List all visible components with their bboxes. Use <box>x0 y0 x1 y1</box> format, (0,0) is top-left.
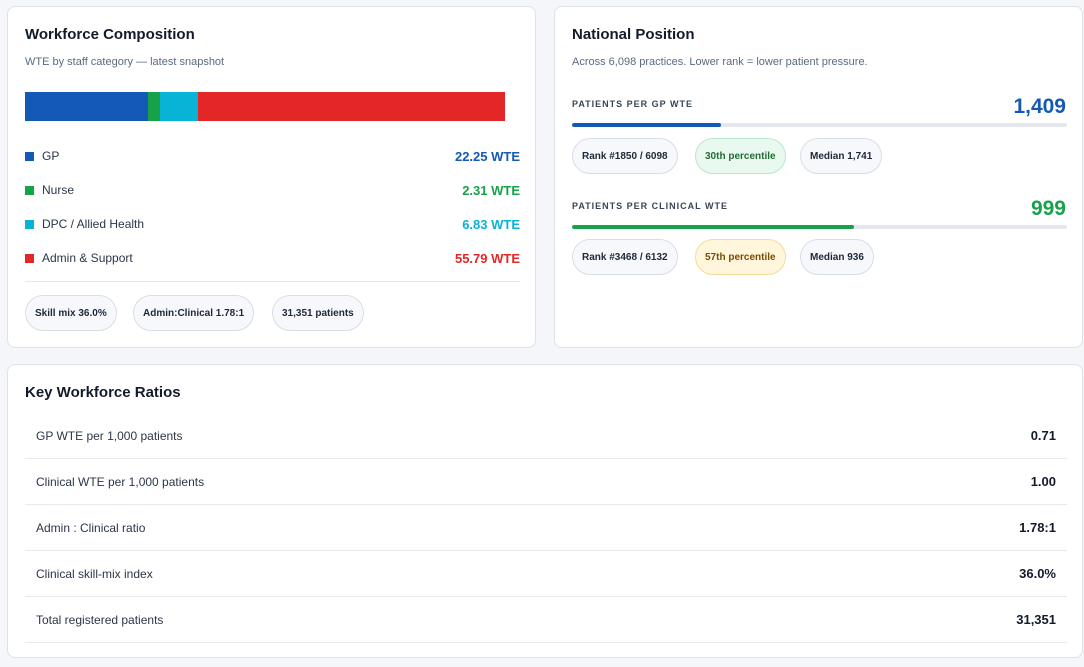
legend-value: 2.31 WTE <box>462 182 520 198</box>
median-chip: Median 1,741 <box>800 138 883 174</box>
ratio-label: Clinical WTE per 1,000 patients <box>36 474 205 489</box>
ratios-table: GP WTE per 1,000 patients 0.71 Clinical … <box>25 413 1067 643</box>
card-subtitle: WTE by staff category — latest snapshot <box>25 56 225 68</box>
ratio-value: 36.0% <box>1019 566 1056 581</box>
legend-row-nurse: Nurse 2.31 WTE <box>25 173 520 207</box>
metric-label-patients-per-gp: PATIENTS PER GP WTE <box>572 99 694 109</box>
ratio-label: Admin : Clinical ratio <box>36 520 146 535</box>
table-row: GP WTE per 1,000 patients 0.71 <box>25 413 1067 459</box>
legend-row-dpc-allied: DPC / Allied Health 6.83 WTE <box>25 207 520 241</box>
progress-track <box>572 123 1067 127</box>
ratio-label: Total registered patients <box>36 612 164 627</box>
card-subtitle: Across 6,098 practices. Lower rank = low… <box>572 56 868 68</box>
ratio-label: GP WTE per 1,000 patients <box>36 428 183 443</box>
median-chip: Median 936 <box>800 239 874 275</box>
legend-swatch <box>25 185 34 195</box>
patients-chip: 31,351 patients <box>272 295 364 331</box>
national-position-card: National Position Across 6,098 practices… <box>554 6 1083 348</box>
legend-value: 55.79 WTE <box>454 250 520 266</box>
bar-segment-dpc-allied <box>160 92 198 121</box>
metric-value-patients-per-clinical: 999 <box>1030 197 1066 220</box>
ratio-value: 1.78:1 <box>1019 520 1056 535</box>
metric-label-patients-per-clinical: PATIENTS PER CLINICAL WTE <box>572 201 729 211</box>
key-workforce-ratios-card: Key Workforce Ratios GP WTE per 1,000 pa… <box>7 364 1083 658</box>
bar-segment-gp <box>25 92 148 121</box>
legend-value: 6.83 WTE <box>462 216 520 232</box>
progress-fill <box>572 123 721 127</box>
legend-swatch <box>25 219 34 229</box>
bar-segment-admin-support <box>197 92 505 121</box>
metric-value-patients-per-gp: 1,409 <box>1013 95 1066 118</box>
composition-legend: GP 22.25 WTE Nurse 2.31 WTE DPC / Allied… <box>25 139 520 275</box>
table-row: Admin : Clinical ratio 1.78:1 <box>25 505 1067 551</box>
ratio-value: 31,351 <box>1016 612 1056 627</box>
progress-fill <box>572 225 855 229</box>
divider <box>25 281 520 282</box>
legend-row-gp: GP 22.25 WTE <box>25 139 520 173</box>
skill-mix-chip: Skill mix 36.0% <box>25 295 117 331</box>
legend-swatch <box>25 253 34 263</box>
percentile-chip: 30th percentile <box>695 138 786 174</box>
workforce-composition-card: Workforce Composition WTE by staff categ… <box>7 6 536 348</box>
card-title: Workforce Composition <box>25 26 195 43</box>
percentile-chip: 57th percentile <box>695 239 786 275</box>
ratio-label: Clinical skill-mix index <box>36 566 153 581</box>
legend-label: Nurse <box>42 183 75 197</box>
legend-swatch <box>25 151 34 161</box>
legend-label: Admin & Support <box>42 251 133 265</box>
progress-track <box>572 225 1067 229</box>
table-row: Clinical skill-mix index 36.0% <box>25 551 1067 597</box>
legend-value: 22.25 WTE <box>454 148 520 164</box>
table-row: Clinical WTE per 1,000 patients 1.00 <box>25 459 1067 505</box>
card-title: National Position <box>572 26 695 43</box>
rank-chip: Rank #3468 / 6132 <box>572 239 678 275</box>
legend-label: DPC / Allied Health <box>42 217 145 231</box>
bar-segment-nurse <box>147 92 161 121</box>
rank-chip: Rank #1850 / 6098 <box>572 138 678 174</box>
legend-label: GP <box>42 149 60 163</box>
legend-row-admin-support: Admin & Support 55.79 WTE <box>25 241 520 275</box>
table-row: Total registered patients 31,351 <box>25 597 1067 643</box>
stacked-composition-bar <box>25 92 505 121</box>
admin-clinical-chip: Admin:Clinical 1.78:1 <box>133 295 255 331</box>
ratio-value: 1.00 <box>1030 474 1056 489</box>
ratio-value: 0.71 <box>1030 428 1056 443</box>
card-title: Key Workforce Ratios <box>25 384 181 401</box>
